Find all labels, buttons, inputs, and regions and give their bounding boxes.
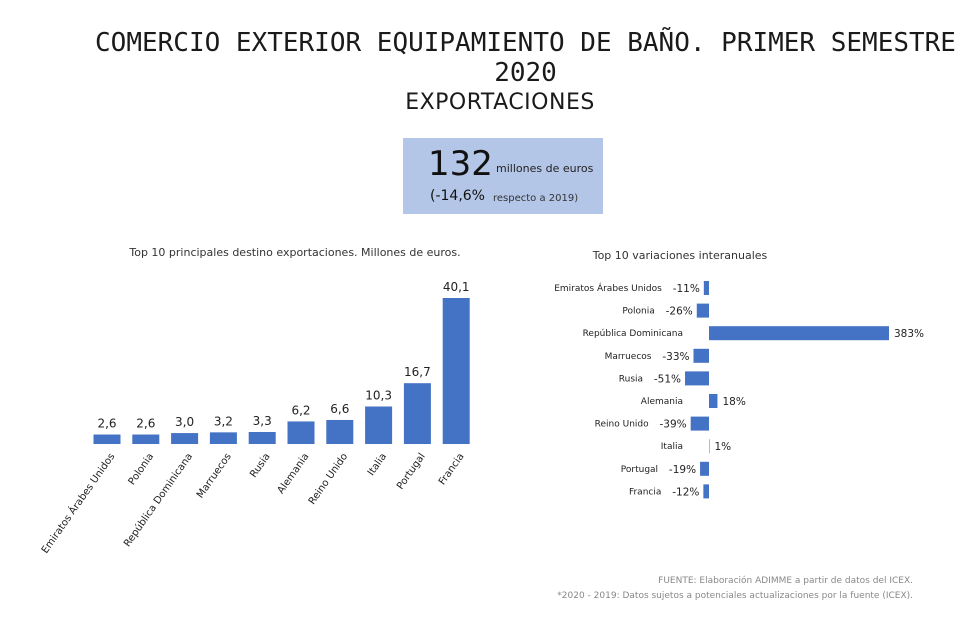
bar [685,371,709,386]
bar-value-label: 6,6 [330,402,349,416]
bar [248,431,276,444]
kpi-change-note: respecto a 2019) [493,193,579,204]
bar [696,303,709,318]
category-label: Portugal [621,465,658,475]
bar-value-label: 2,6 [136,417,155,431]
bar [403,383,431,444]
kpi-value: 132 [428,144,493,184]
category-label: Polonia [622,307,654,317]
footer-source: FUENTE: Elaboración ADIMME a partir de d… [658,576,913,586]
bar-value-label: -33% [662,351,689,363]
bar [93,434,121,444]
bar-value-label: 3,0 [175,415,194,429]
bar-value-label: 40,1 [443,280,470,294]
bar [287,421,315,444]
bar-value-label: 16,7 [404,365,431,379]
kpi-box: 132 millones de euros (-14,6% respecto a… [403,138,603,214]
bar-value-label: -51% [654,373,681,385]
bar-value-label: -26% [666,306,693,318]
category-label: Marruecos [605,352,652,362]
category-label: Alemania [641,397,683,407]
bar-value-label: 3,3 [253,414,272,428]
category-label: República Dominicana [583,329,683,339]
bar [326,419,354,444]
bar-value-label: -12% [672,486,699,498]
bar [709,394,718,408]
bar [693,348,709,363]
section-subtitle: EXPORTACIONES [405,90,595,115]
bar [703,484,709,499]
bar-value-label: 383% [894,328,924,340]
kpi-change: (-14,6% [430,188,485,204]
bar-value-label: 10,3 [365,388,392,402]
bar-value-label: 3,2 [214,414,233,428]
bar [132,434,160,444]
category-label: Emiratos Árabes Unidos [554,282,662,294]
page-title: COMERCIO EXTERIOR EQUIPAMIENTO DE BAÑO. … [95,28,956,88]
bar [365,406,393,444]
bar-value-label: -11% [673,283,700,295]
bar [700,461,709,476]
bar [442,298,470,444]
category-label: Reino Unido [595,420,649,430]
chart-title-exports: Top 10 principales destino exportaciones… [129,246,461,259]
bar-value-label: 2,6 [97,417,116,431]
category-label: Francia [629,487,661,497]
bar-value-label: 1% [714,441,731,453]
category-label: Italia [661,442,683,452]
bar [209,432,237,444]
chart-title-variations: Top 10 variaciones interanuales [592,249,768,262]
footer-note: *2020 - 2019: Datos sujetos a potenciale… [557,591,913,601]
bar [690,416,709,431]
bar-value-label: -39% [660,419,687,431]
bar-value-label: -19% [669,464,696,476]
bar [709,326,889,341]
bar [171,433,199,444]
category-label: Rusia [619,374,643,384]
bar-value-label: 6,2 [291,403,310,417]
bar-value-label: 18% [722,396,745,408]
kpi-unit: millones de euros [496,162,594,175]
bar [703,281,709,295]
